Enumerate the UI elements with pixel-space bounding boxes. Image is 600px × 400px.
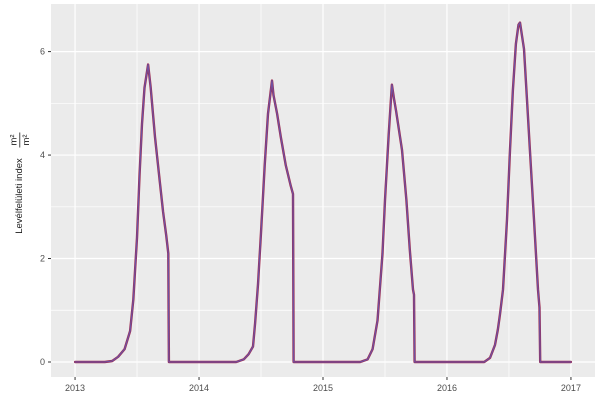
x-tick-label: 2015 [313, 383, 333, 393]
axis-tick-labels: 2013 2014 2015 2016 2017 0 2 4 6 [40, 47, 581, 393]
y-axis-title-text: Levélfelületi index [14, 158, 25, 234]
y-axis-unit-numerator: m² [9, 134, 20, 145]
y-tick-label: 2 [40, 254, 45, 264]
y-axis-unit-denominator: m² [21, 134, 32, 145]
x-tick-label: 2013 [65, 383, 85, 393]
axis-ticks [48, 51, 572, 380]
y-axis-title: Levélfelületi index m² m² [9, 132, 32, 234]
grid-major [51, 4, 595, 377]
y-tick-label: 6 [40, 47, 45, 57]
line-lai-purple [74, 21, 572, 363]
y-tick-label: 0 [40, 357, 45, 367]
x-tick-label: 2016 [437, 383, 457, 393]
y-tick-label: 4 [40, 150, 45, 160]
x-tick-label: 2017 [561, 383, 581, 393]
series-lines [73, 21, 573, 364]
x-tick-label: 2014 [189, 383, 209, 393]
